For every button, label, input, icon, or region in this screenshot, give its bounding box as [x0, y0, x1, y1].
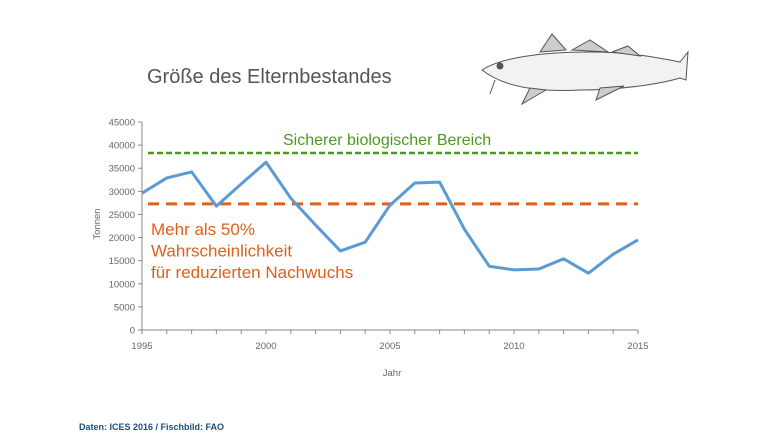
risk-label-line: Wahrscheinlichkeit: [151, 242, 292, 261]
x-tick-label: 2015: [627, 341, 648, 352]
y-tick-label: 25000: [109, 210, 135, 221]
x-tick-label: 1995: [131, 341, 152, 352]
y-tick-label: 30000: [109, 187, 135, 198]
x-tick-label: 2000: [255, 341, 276, 352]
y-tick-label: 15000: [109, 256, 135, 267]
y-tick-label: 0: [130, 326, 135, 337]
x-tick-label: 2010: [503, 341, 524, 352]
x-tick-label: 2005: [379, 341, 400, 352]
chart-title: Größe des Elternbestandes: [147, 66, 392, 88]
y-tick-label: 5000: [114, 302, 135, 313]
y-tick-label: 20000: [109, 233, 135, 244]
y-axis-label: Tonnen: [92, 208, 103, 239]
y-tick-label: 35000: [109, 164, 135, 175]
x-axis-label: Jahr: [383, 368, 401, 379]
cod-fish-icon: [481, 33, 689, 106]
risk-label-line: Mehr als 50%: [151, 220, 255, 239]
y-tick-label: 40000: [109, 141, 135, 152]
source-note: Daten: ICES 2016 / Fischbild: FAO: [79, 422, 225, 432]
risk-label-line: für reduzierten Nachwuchs: [151, 263, 353, 282]
y-tick-label: 10000: [109, 279, 135, 290]
safe-range-label: Sicherer biologischer Bereich: [283, 132, 491, 149]
y-tick-label: 45000: [109, 118, 135, 129]
